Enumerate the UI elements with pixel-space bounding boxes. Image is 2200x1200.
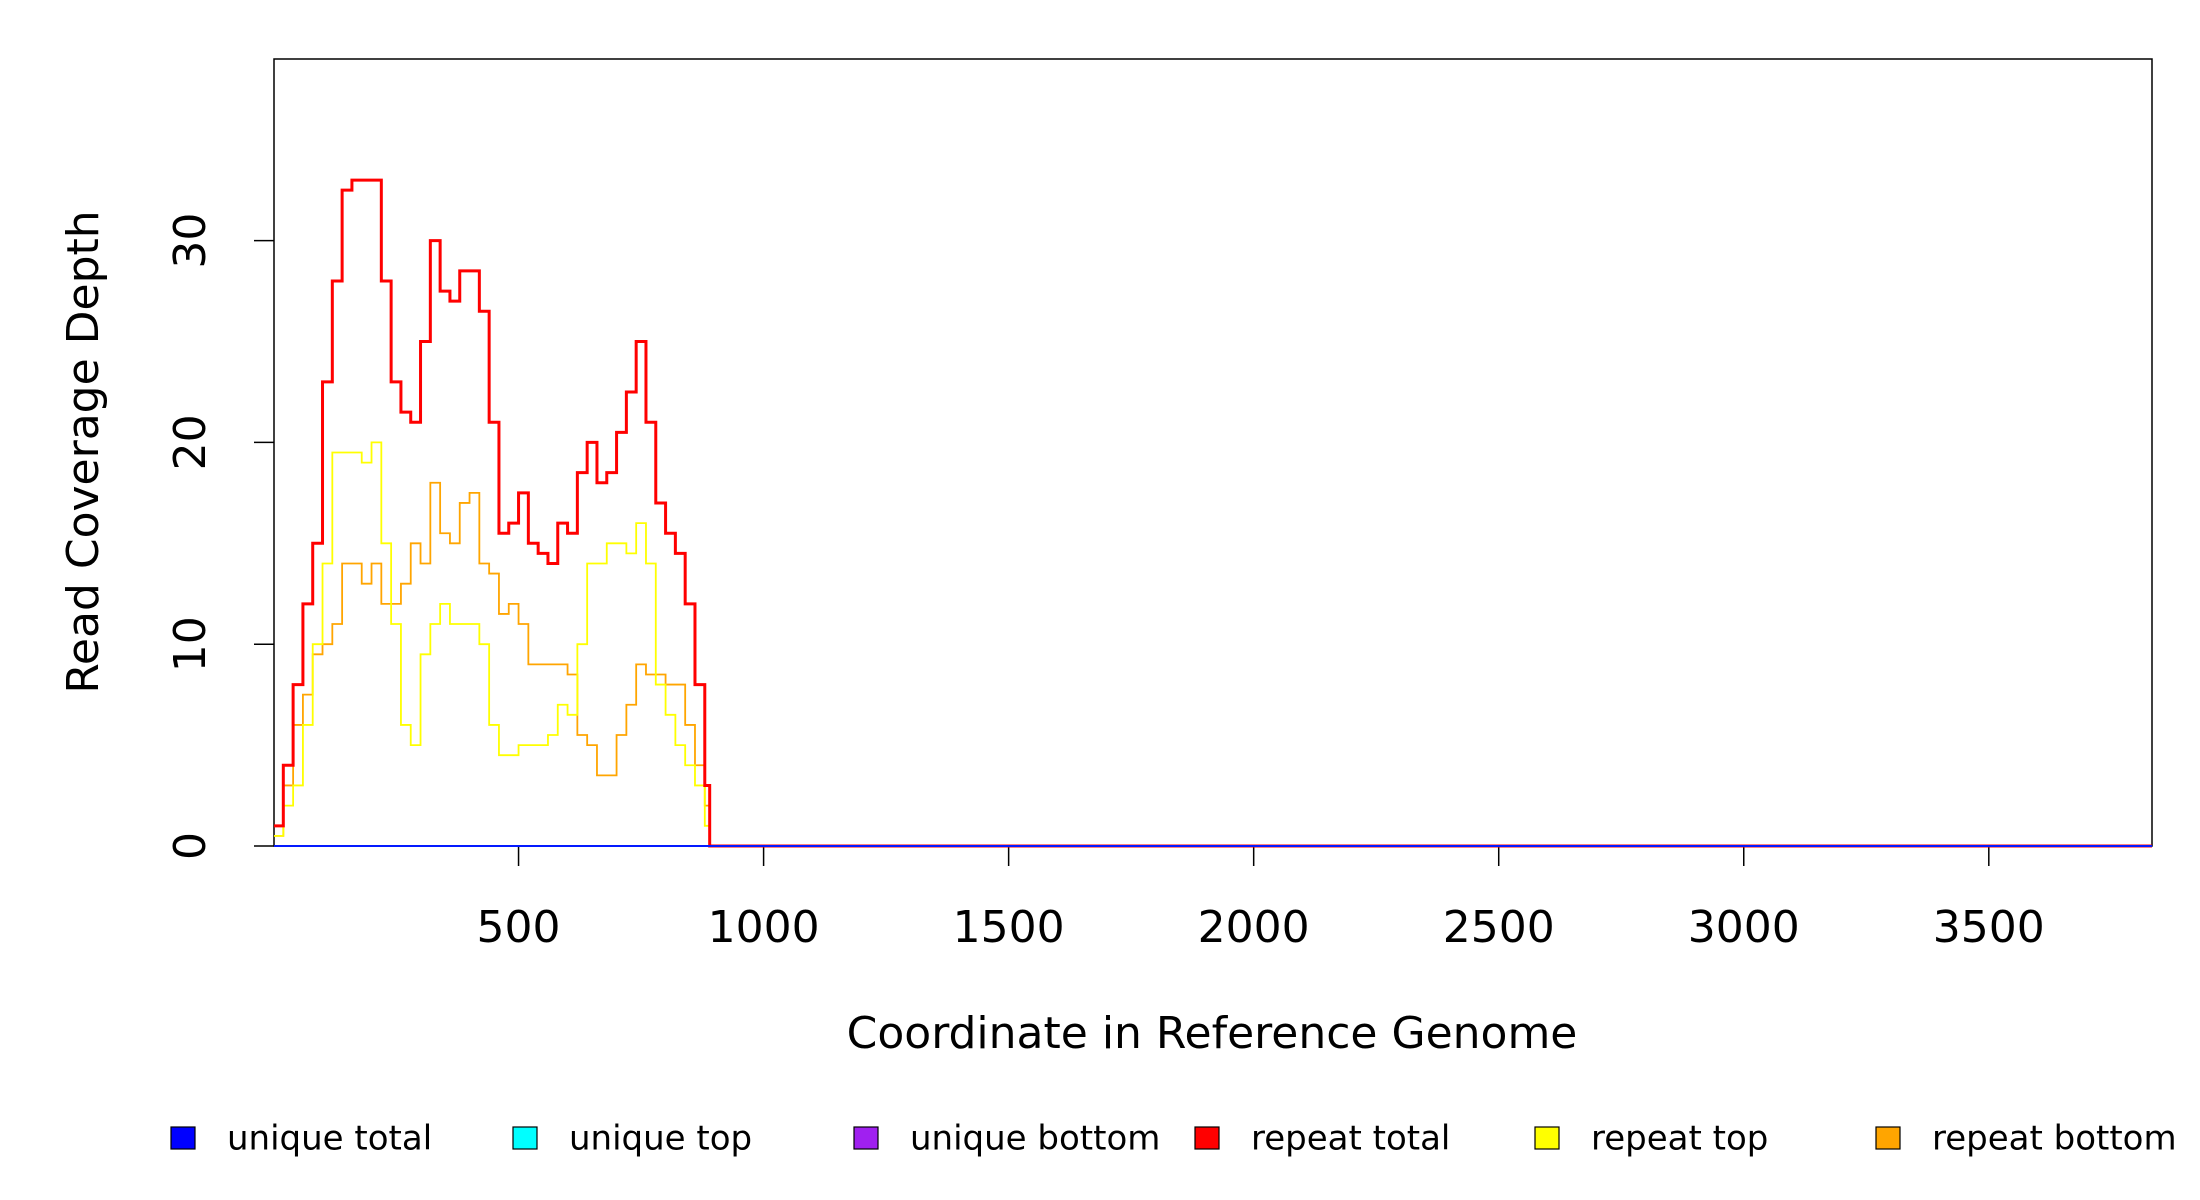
x-tick-label: 2500 (1443, 902, 1555, 953)
legend-label: repeat top (1591, 1119, 1768, 1159)
y-tick-label: 0 (165, 832, 216, 860)
x-tick-label: 1000 (708, 902, 820, 953)
x-tick-label: 3000 (1688, 902, 1800, 953)
legend-label: unique bottom (910, 1119, 1160, 1159)
y-axis-label: Read Coverage Depth (58, 210, 109, 693)
x-tick-label: 2000 (1198, 902, 1310, 953)
legend-label: unique top (569, 1119, 752, 1159)
series-line (274, 481, 2152, 847)
legend-label: repeat total (1251, 1119, 1450, 1159)
legend-swatch (170, 1126, 196, 1150)
x-tick-label: 500 (477, 902, 561, 953)
legend-swatch (853, 1126, 879, 1150)
legend-swatch (1194, 1126, 1220, 1150)
x-axis-label: Coordinate in Reference Genome (847, 1008, 1578, 1059)
legend-swatch (1875, 1126, 1901, 1150)
x-tick-label: 3500 (1933, 902, 2045, 953)
y-tick-label: 30 (165, 213, 216, 269)
plot-frame (273, 58, 2153, 847)
legend-swatch (1534, 1126, 1560, 1150)
series-line (274, 441, 2152, 847)
legend-label: unique total (227, 1119, 432, 1159)
x-tick-label: 1500 (953, 902, 1065, 953)
y-tick-label: 10 (165, 616, 216, 672)
legend-swatch (512, 1126, 538, 1150)
series-line (274, 178, 2152, 848)
y-tick-label: 20 (165, 414, 216, 470)
legend-label: repeat bottom (1932, 1119, 2177, 1159)
